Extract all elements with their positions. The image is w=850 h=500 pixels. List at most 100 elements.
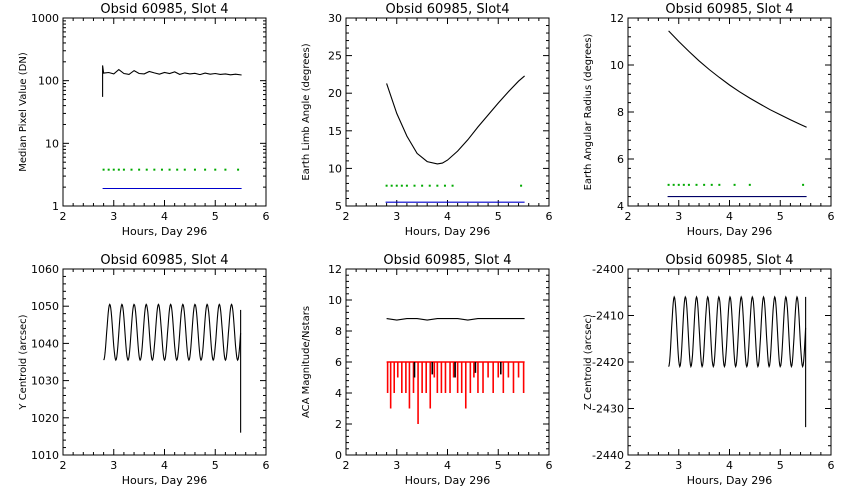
y-tick-label: -2430 [592, 403, 624, 416]
y-axis-label: Earth Limb Angle (degrees) [301, 43, 312, 180]
x-tick-label: 6 [828, 459, 835, 472]
data-point [176, 168, 179, 171]
chart-title: Obsid 60985, Slot 4 [383, 253, 511, 268]
x-tick-label: 6 [828, 210, 835, 223]
x-axis-label: Hours, Day 296 [687, 474, 772, 487]
y-tick-label: 6 [617, 153, 624, 166]
data-point [160, 168, 163, 171]
x-tick-label: 3 [393, 459, 400, 472]
chart-panel-1: 2 3 4 5 6 1 10 100 1000 Obsid 60985, Slot 4 Hours,… [18, 2, 270, 238]
chart-panel-4: 2 3 4 5 6 1010 1020 1030 1040 1050 1060 Obsid 60985… [18, 253, 270, 487]
chart-title: Obsid 60985, Slot 4 [665, 2, 793, 17]
y-tick-label: 15 [328, 125, 342, 138]
y-tick-label: 30 [328, 12, 342, 25]
chart-panel-2: 2 3 4 5 6 5 10 15 20 25 30 Obsid 60985, Slot4 Hours,… [301, 2, 553, 238]
x-axis-label: Hours, Day 296 [122, 225, 207, 238]
y-tick-label: -2410 [592, 310, 624, 323]
chart-title: Obsid 60985, Slot 4 [100, 2, 228, 17]
y-tick-label: 1030 [31, 375, 59, 388]
x-tick-label: 5 [777, 459, 784, 472]
data-point [122, 168, 125, 171]
data-point [385, 184, 388, 187]
data-point [405, 184, 408, 187]
y-tick-label: 12 [328, 263, 342, 276]
data-point [390, 184, 393, 187]
data-point [733, 183, 736, 186]
data-point [112, 168, 115, 171]
x-tick-label: 4 [726, 459, 733, 472]
y-tick-label: 0 [335, 449, 342, 462]
data-point [428, 184, 431, 187]
data-point [193, 168, 196, 171]
x-tick-label: 3 [675, 459, 682, 472]
data-point [153, 168, 156, 171]
data-point [682, 183, 685, 186]
x-tick-label: 6 [546, 459, 553, 472]
data-point [117, 168, 120, 171]
y-tick-label: 25 [328, 50, 342, 63]
y-axis-label: Earth Angular Radius (degrees) [583, 33, 594, 190]
series-line [386, 318, 525, 321]
x-tick-label: 4 [726, 210, 733, 223]
y-tick-label: 10 [610, 59, 624, 72]
y-axis-label: Y Centroid (arcsec) [18, 314, 29, 410]
plot-frame [62, 268, 267, 456]
plot-frame [345, 17, 550, 207]
data-point [183, 168, 186, 171]
y-tick-label: 10 [45, 137, 59, 150]
x-tick-label: 6 [546, 210, 553, 223]
data-point [107, 168, 110, 171]
x-tick-label: 2 [343, 210, 350, 223]
data-point [718, 183, 721, 186]
y-tick-label: -2420 [592, 356, 624, 369]
x-tick-label: 2 [625, 210, 632, 223]
x-tick-label: 3 [110, 459, 117, 472]
y-tick-label: 8 [617, 106, 624, 119]
x-tick-label: 2 [625, 459, 632, 472]
data-point [748, 183, 751, 186]
chart-panel-6: 2 3 4 5 6 -2440 -2430 -2420 -2410 -2400 Obsid 6098… [583, 253, 835, 487]
x-tick-label: 2 [60, 459, 67, 472]
data-point [687, 183, 690, 186]
data-point [520, 184, 523, 187]
series-line [103, 303, 242, 362]
data-point [451, 184, 454, 187]
data-point [395, 184, 398, 187]
y-tick-label: 12 [610, 12, 624, 25]
y-tick-label: 1 [52, 200, 59, 213]
x-axis-label: Hours, Day 296 [122, 474, 207, 487]
y-axis-label: Median Pixel Value (DN) [18, 52, 29, 172]
x-axis-label: Hours, Day 296 [405, 225, 490, 238]
data-point [204, 168, 207, 171]
data-point [102, 168, 105, 171]
x-axis-label: Hours, Day 296 [405, 474, 490, 487]
data-point [421, 184, 424, 187]
x-tick-label: 4 [161, 459, 168, 472]
y-tick-label: 10 [328, 294, 342, 307]
x-tick-label: 5 [495, 459, 502, 472]
y-tick-label: -2400 [592, 263, 624, 276]
y-tick-label: 1040 [31, 337, 59, 350]
y-tick-label: 100 [38, 75, 59, 88]
data-point [130, 168, 133, 171]
y-tick-label: 20 [328, 87, 342, 100]
y-tick-label: 4 [617, 200, 624, 213]
data-point [677, 183, 680, 186]
series-line [102, 65, 242, 97]
data-point [802, 183, 805, 186]
data-point [413, 184, 416, 187]
y-tick-label: 1050 [31, 300, 59, 313]
y-tick-label: 1060 [31, 263, 59, 276]
x-tick-label: 5 [212, 459, 219, 472]
y-tick-label: 6 [335, 356, 342, 369]
x-tick-label: 3 [110, 210, 117, 223]
series-line [386, 75, 525, 165]
data-point [224, 168, 227, 171]
data-point [667, 183, 670, 186]
plot-frame [62, 17, 267, 207]
y-tick-label: 1000 [31, 12, 59, 25]
x-tick-label: 6 [263, 459, 270, 472]
y-tick-label: 10 [328, 162, 342, 175]
